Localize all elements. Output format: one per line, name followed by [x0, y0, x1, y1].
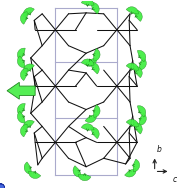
Circle shape	[0, 186, 2, 189]
Wedge shape	[24, 162, 32, 174]
Circle shape	[0, 184, 4, 189]
Wedge shape	[21, 68, 27, 81]
Circle shape	[0, 186, 3, 189]
Circle shape	[0, 185, 3, 189]
Wedge shape	[137, 106, 146, 117]
Wedge shape	[134, 123, 142, 134]
FancyArrow shape	[7, 82, 35, 99]
Wedge shape	[125, 169, 136, 177]
Wedge shape	[91, 127, 99, 139]
Wedge shape	[17, 48, 25, 60]
Circle shape	[0, 184, 4, 189]
Wedge shape	[139, 113, 146, 125]
Circle shape	[0, 185, 3, 189]
Circle shape	[0, 184, 4, 189]
Circle shape	[0, 186, 2, 189]
Circle shape	[0, 185, 2, 189]
Text: b: b	[157, 145, 162, 154]
Circle shape	[0, 184, 4, 189]
Wedge shape	[134, 10, 142, 21]
Text: c: c	[172, 175, 177, 184]
Circle shape	[0, 185, 3, 189]
Wedge shape	[17, 103, 25, 115]
Circle shape	[0, 184, 4, 189]
Circle shape	[0, 185, 2, 189]
Wedge shape	[81, 124, 94, 130]
Wedge shape	[137, 50, 146, 62]
Wedge shape	[93, 105, 100, 117]
Circle shape	[0, 186, 3, 189]
Circle shape	[0, 184, 5, 189]
Circle shape	[0, 184, 4, 189]
Circle shape	[0, 186, 2, 189]
Wedge shape	[23, 120, 34, 129]
Circle shape	[0, 186, 2, 189]
Circle shape	[0, 184, 4, 189]
Circle shape	[0, 184, 4, 189]
Circle shape	[0, 184, 4, 189]
Circle shape	[0, 184, 4, 189]
Circle shape	[0, 185, 3, 189]
Wedge shape	[85, 114, 96, 123]
Circle shape	[0, 186, 2, 189]
Circle shape	[0, 186, 3, 189]
Wedge shape	[93, 48, 100, 61]
Circle shape	[0, 185, 2, 189]
Wedge shape	[91, 2, 99, 14]
Circle shape	[0, 186, 3, 189]
Wedge shape	[81, 59, 94, 66]
Circle shape	[0, 185, 3, 189]
Wedge shape	[21, 12, 27, 24]
Circle shape	[0, 186, 3, 189]
Wedge shape	[73, 166, 81, 177]
Wedge shape	[133, 159, 140, 172]
Circle shape	[0, 184, 4, 189]
Circle shape	[0, 186, 3, 189]
Wedge shape	[91, 63, 99, 74]
Circle shape	[0, 186, 3, 189]
Circle shape	[0, 186, 3, 189]
Wedge shape	[134, 66, 142, 78]
Circle shape	[0, 185, 4, 189]
Circle shape	[0, 184, 5, 189]
Circle shape	[0, 186, 3, 189]
Circle shape	[0, 186, 3, 189]
Circle shape	[0, 184, 4, 189]
Wedge shape	[85, 58, 96, 66]
Circle shape	[0, 184, 4, 189]
Circle shape	[0, 184, 4, 189]
Wedge shape	[126, 119, 138, 127]
Wedge shape	[23, 64, 34, 73]
Circle shape	[0, 184, 4, 189]
Circle shape	[0, 184, 4, 189]
Circle shape	[0, 186, 2, 189]
Circle shape	[0, 185, 3, 189]
Circle shape	[0, 185, 2, 189]
Wedge shape	[78, 174, 91, 181]
Wedge shape	[17, 56, 25, 68]
Circle shape	[0, 186, 2, 189]
Wedge shape	[139, 58, 146, 70]
Circle shape	[0, 186, 2, 189]
Wedge shape	[126, 63, 138, 70]
Circle shape	[0, 184, 5, 189]
Circle shape	[0, 185, 2, 189]
Circle shape	[0, 186, 3, 189]
Circle shape	[0, 186, 2, 189]
Circle shape	[0, 186, 2, 189]
Wedge shape	[126, 7, 138, 14]
Wedge shape	[81, 0, 94, 6]
Wedge shape	[23, 8, 34, 17]
Circle shape	[0, 186, 2, 189]
Circle shape	[0, 186, 3, 189]
Circle shape	[0, 184, 4, 189]
Circle shape	[0, 185, 4, 189]
Circle shape	[0, 186, 2, 189]
Circle shape	[0, 184, 4, 189]
Circle shape	[0, 185, 2, 189]
Wedge shape	[17, 111, 25, 123]
Wedge shape	[21, 124, 27, 137]
Wedge shape	[28, 171, 41, 178]
Circle shape	[0, 185, 4, 189]
